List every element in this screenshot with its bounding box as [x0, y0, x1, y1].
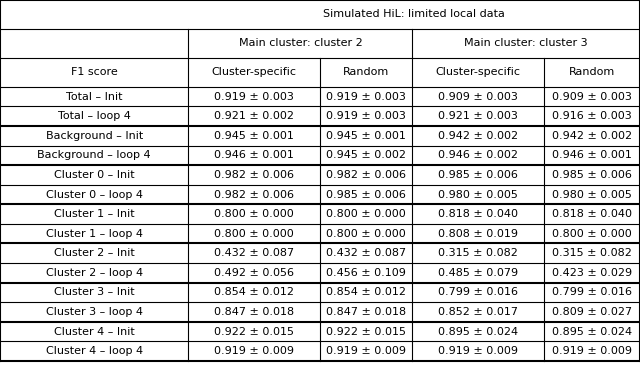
Text: 0.847 ± 0.018: 0.847 ± 0.018 — [326, 307, 406, 317]
Text: 0.895 ± 0.024: 0.895 ± 0.024 — [552, 327, 632, 337]
Text: 0.492 ± 0.056: 0.492 ± 0.056 — [214, 268, 294, 278]
Text: Cluster-specific: Cluster-specific — [212, 67, 297, 77]
Text: 0.456 ± 0.109: 0.456 ± 0.109 — [326, 268, 406, 278]
Text: Cluster 2 – loop 4: Cluster 2 – loop 4 — [45, 268, 143, 278]
Text: 0.921 ± 0.002: 0.921 ± 0.002 — [214, 111, 294, 121]
Text: 0.818 ± 0.040: 0.818 ± 0.040 — [438, 209, 518, 219]
Text: 0.919 ± 0.009: 0.919 ± 0.009 — [214, 346, 294, 356]
Text: 0.800 ± 0.000: 0.800 ± 0.000 — [326, 229, 406, 239]
Text: 0.909 ± 0.003: 0.909 ± 0.003 — [552, 92, 632, 102]
Text: Cluster-specific: Cluster-specific — [436, 67, 521, 77]
Text: 0.985 ± 0.006: 0.985 ± 0.006 — [552, 170, 632, 180]
Text: Cluster 1 – Init: Cluster 1 – Init — [54, 209, 134, 219]
Text: 0.942 ± 0.002: 0.942 ± 0.002 — [438, 131, 518, 141]
Text: 0.847 ± 0.018: 0.847 ± 0.018 — [214, 307, 294, 317]
Text: 0.916 ± 0.003: 0.916 ± 0.003 — [552, 111, 632, 121]
Text: 0.432 ± 0.087: 0.432 ± 0.087 — [214, 248, 294, 258]
Text: Cluster 4 – loop 4: Cluster 4 – loop 4 — [45, 346, 143, 356]
Text: 0.895 ± 0.024: 0.895 ± 0.024 — [438, 327, 518, 337]
Text: 0.854 ± 0.012: 0.854 ± 0.012 — [214, 287, 294, 297]
Text: Cluster 3 – loop 4: Cluster 3 – loop 4 — [45, 307, 143, 317]
Text: 0.919 ± 0.009: 0.919 ± 0.009 — [326, 346, 406, 356]
Text: 0.800 ± 0.000: 0.800 ± 0.000 — [552, 229, 632, 239]
Text: 0.946 ± 0.001: 0.946 ± 0.001 — [214, 150, 294, 161]
Text: 0.946 ± 0.002: 0.946 ± 0.002 — [438, 150, 518, 161]
Text: 0.799 ± 0.016: 0.799 ± 0.016 — [438, 287, 518, 297]
Text: Background – loop 4: Background – loop 4 — [37, 150, 151, 161]
Text: 0.919 ± 0.009: 0.919 ± 0.009 — [438, 346, 518, 356]
Text: 0.852 ± 0.017: 0.852 ± 0.017 — [438, 307, 518, 317]
Text: 0.985 ± 0.006: 0.985 ± 0.006 — [326, 190, 406, 200]
Text: 0.945 ± 0.001: 0.945 ± 0.001 — [326, 131, 406, 141]
Text: Main cluster: cluster 2: Main cluster: cluster 2 — [239, 38, 362, 49]
Text: 0.985 ± 0.006: 0.985 ± 0.006 — [438, 170, 518, 180]
Text: 0.980 ± 0.005: 0.980 ± 0.005 — [552, 190, 632, 200]
Text: 0.919 ± 0.003: 0.919 ± 0.003 — [214, 92, 294, 102]
Text: 0.909 ± 0.003: 0.909 ± 0.003 — [438, 92, 518, 102]
Text: 0.921 ± 0.003: 0.921 ± 0.003 — [438, 111, 518, 121]
Text: 0.922 ± 0.015: 0.922 ± 0.015 — [326, 327, 406, 337]
Text: 0.315 ± 0.082: 0.315 ± 0.082 — [552, 248, 632, 258]
Text: Main cluster: cluster 3: Main cluster: cluster 3 — [465, 38, 588, 49]
Text: 0.982 ± 0.006: 0.982 ± 0.006 — [326, 170, 406, 180]
Text: 0.982 ± 0.006: 0.982 ± 0.006 — [214, 170, 294, 180]
Text: 0.854 ± 0.012: 0.854 ± 0.012 — [326, 287, 406, 297]
Text: 0.800 ± 0.000: 0.800 ± 0.000 — [326, 209, 406, 219]
Text: 0.945 ± 0.001: 0.945 ± 0.001 — [214, 131, 294, 141]
Text: Random: Random — [569, 67, 615, 77]
Text: 0.315 ± 0.082: 0.315 ± 0.082 — [438, 248, 518, 258]
Text: 0.800 ± 0.000: 0.800 ± 0.000 — [214, 229, 294, 239]
Text: 0.432 ± 0.087: 0.432 ± 0.087 — [326, 248, 406, 258]
Text: 0.485 ± 0.079: 0.485 ± 0.079 — [438, 268, 518, 278]
Text: Total – Init: Total – Init — [66, 92, 122, 102]
Text: Simulated HiL: limited local data: Simulated HiL: limited local data — [323, 9, 505, 20]
Text: 0.919 ± 0.009: 0.919 ± 0.009 — [552, 346, 632, 356]
Text: 0.799 ± 0.016: 0.799 ± 0.016 — [552, 287, 632, 297]
Text: 0.809 ± 0.027: 0.809 ± 0.027 — [552, 307, 632, 317]
Text: Cluster 0 – Init: Cluster 0 – Init — [54, 170, 134, 180]
Text: 0.423 ± 0.029: 0.423 ± 0.029 — [552, 268, 632, 278]
Text: 0.800 ± 0.000: 0.800 ± 0.000 — [214, 209, 294, 219]
Text: 0.945 ± 0.002: 0.945 ± 0.002 — [326, 150, 406, 161]
Text: 0.980 ± 0.005: 0.980 ± 0.005 — [438, 190, 518, 200]
Text: Cluster 3 – Init: Cluster 3 – Init — [54, 287, 134, 297]
Text: 0.919 ± 0.003: 0.919 ± 0.003 — [326, 92, 406, 102]
Text: Total – loop 4: Total – loop 4 — [58, 111, 131, 121]
Text: Cluster 0 – loop 4: Cluster 0 – loop 4 — [45, 190, 143, 200]
Text: Cluster 2 – Init: Cluster 2 – Init — [54, 248, 134, 258]
Text: 0.808 ± 0.019: 0.808 ± 0.019 — [438, 229, 518, 239]
Text: 0.818 ± 0.040: 0.818 ± 0.040 — [552, 209, 632, 219]
Text: 0.919 ± 0.003: 0.919 ± 0.003 — [326, 111, 406, 121]
Text: Cluster 1 – loop 4: Cluster 1 – loop 4 — [45, 229, 143, 239]
Text: Background – Init: Background – Init — [45, 131, 143, 141]
Text: 0.982 ± 0.006: 0.982 ± 0.006 — [214, 190, 294, 200]
Text: 0.922 ± 0.015: 0.922 ± 0.015 — [214, 327, 294, 337]
Text: Cluster 4 – Init: Cluster 4 – Init — [54, 327, 134, 337]
Text: 0.942 ± 0.002: 0.942 ± 0.002 — [552, 131, 632, 141]
Text: F1 score: F1 score — [71, 67, 118, 77]
Text: 0.946 ± 0.001: 0.946 ± 0.001 — [552, 150, 632, 161]
Text: Random: Random — [343, 67, 389, 77]
